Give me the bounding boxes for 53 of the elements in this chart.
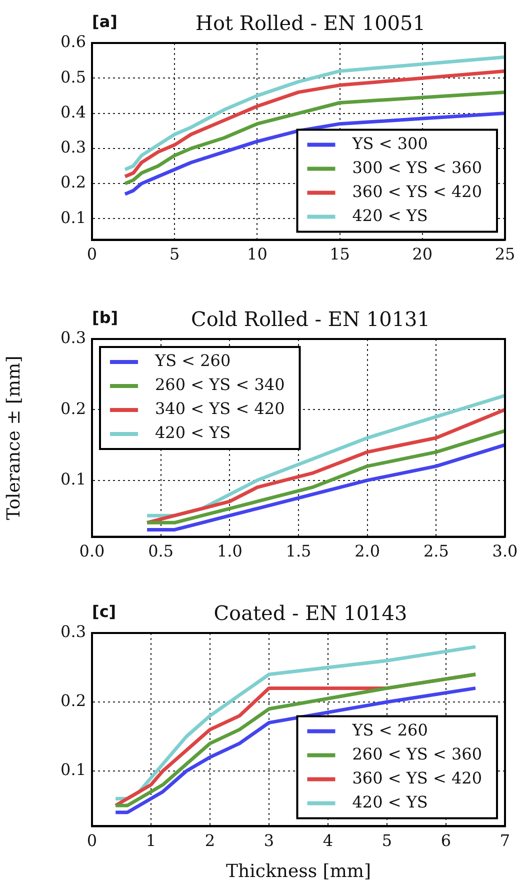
- legend-label: 340 < YS < 420: [155, 399, 285, 418]
- legend-label: YS < 300: [351, 134, 428, 153]
- legend-label: 260 < YS < 360: [352, 744, 482, 764]
- x-tick-label: 3: [264, 830, 274, 850]
- legend-label: YS < 260: [351, 720, 428, 740]
- chart-title: Cold Rolled - EN 10131: [191, 307, 430, 332]
- text: [b]: [92, 308, 118, 328]
- x-tick-label: 1.0: [216, 542, 242, 561]
- x-tick-label: 1.5: [286, 542, 312, 561]
- legend-label: 420 < YS: [155, 423, 231, 442]
- x-tick-label: 20: [412, 244, 433, 264]
- x-tick-label: 2.5: [423, 542, 449, 561]
- y-tick-label: 0.1: [60, 760, 86, 780]
- y-tick-label: 0.1: [60, 469, 86, 488]
- x-tick-label: 7: [500, 830, 510, 850]
- chart-title: Coated - EN 10143: [214, 601, 408, 626]
- x-tick-label: 0: [86, 244, 98, 264]
- x-tick-label: 15: [330, 244, 350, 264]
- x-tick-label: 5: [170, 244, 180, 264]
- x-tick-label: 3.0: [492, 542, 518, 561]
- y-tick-label: 0.1: [60, 208, 86, 227]
- x-tick-label: 25: [494, 244, 516, 264]
- x-tick-label: 10: [247, 244, 268, 264]
- x-tick-label: 4: [322, 830, 334, 850]
- x-tick-label: 6: [440, 830, 452, 850]
- y-tick-label: 0.3: [60, 328, 86, 348]
- x-tick-label: 0.5: [148, 542, 174, 561]
- y-tick-label: 0.2: [60, 172, 86, 192]
- y-tick-label: 0.2: [60, 398, 86, 418]
- x-tick-label: 2: [204, 830, 216, 850]
- x-tick-label: 0.0: [79, 542, 105, 561]
- legend-label: 300 < YS < 360: [352, 158, 482, 177]
- legend-label: 360 < YS < 420: [352, 182, 482, 201]
- text: [c]: [92, 602, 116, 622]
- x-tick-label: 0: [86, 830, 98, 850]
- legend-label: 260 < YS < 340: [155, 375, 285, 394]
- y-tick-label: 0.3: [60, 622, 86, 642]
- text: [a]: [92, 12, 118, 32]
- x-tick-label: 2.0: [354, 542, 380, 561]
- chart-title: Hot Rolled - EN 10051: [196, 11, 426, 36]
- x-axis-title: Thickness [mm]: [226, 860, 371, 882]
- x-tick-label: 1: [146, 830, 156, 850]
- y-tick-label: 0.4: [60, 102, 86, 122]
- legend-label: 420 < YS: [352, 206, 428, 225]
- legend-label: 360 < YS < 420: [352, 768, 482, 788]
- legend-label: 420 < YS: [352, 792, 428, 812]
- y-tick-label: 0.6: [60, 32, 86, 52]
- y-tick-label: 0.2: [60, 691, 86, 710]
- y-tick-label: 0.3: [60, 138, 86, 157]
- x-tick-label: 5: [382, 830, 392, 850]
- legend-label: YS < 260: [154, 351, 231, 370]
- y-axis-title: Tolerance ± [mm]: [3, 356, 24, 520]
- y-tick-label: 0.5: [60, 67, 86, 86]
